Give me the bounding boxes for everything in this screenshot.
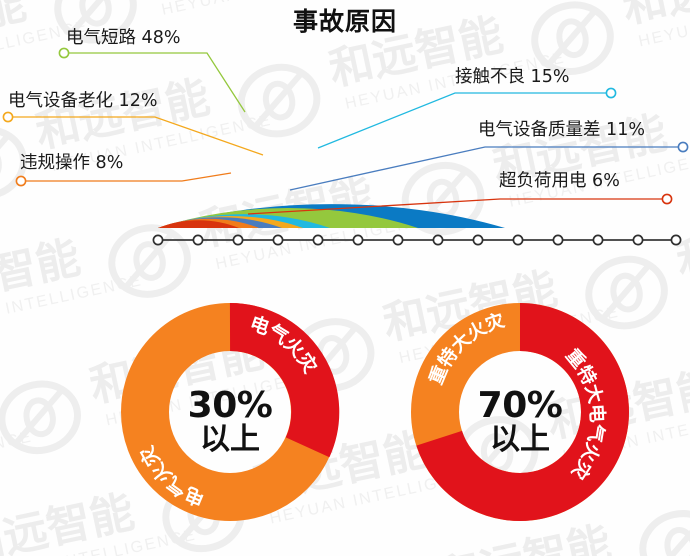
axis-node (472, 234, 484, 246)
nested-semicircle-chart (158, 204, 505, 228)
axis-node (592, 234, 604, 246)
axis-node (670, 234, 682, 246)
callout-label-equipment-aging[interactable]: 电气设备老化 12% (8, 91, 158, 111)
callout-label-electrical-short-circuit[interactable]: 电气短路 48% (66, 28, 181, 48)
axis-node (432, 234, 444, 246)
axis-node (352, 234, 364, 246)
callout-label-poor-equipment-quality[interactable]: 电气设备质量差 11% (478, 120, 645, 140)
donut-left-percent: 30% (187, 385, 273, 426)
leader-poor-equipment-quality (289, 141, 689, 191)
baseline-axis (152, 234, 682, 246)
callout-label-electrical-overload[interactable]: 超负荷用电 6% (499, 171, 620, 191)
axis-node (232, 234, 244, 246)
axis-node (632, 234, 644, 246)
donut-right-center-text: 70% 以上 (440, 385, 600, 457)
donut-left-center-text: 30% 以上 (150, 385, 310, 457)
leader-equipment-aging (2, 111, 264, 156)
callout-label-poor-contact[interactable]: 接触不良 15% (455, 67, 570, 87)
axis-node (552, 234, 564, 246)
axis-node (192, 234, 204, 246)
axis-node (392, 234, 404, 246)
axis-node (152, 234, 164, 246)
callout-label-illegal-operation[interactable]: 违规操作 8% (20, 153, 124, 173)
axis-node (312, 234, 324, 246)
axis-node (272, 234, 284, 246)
donut-left-sublabel: 以上 (200, 421, 260, 457)
donut-right-percent: 70% (477, 385, 563, 426)
leader-illegal-operation (15, 172, 232, 187)
donut-right-sublabel: 以上 (490, 421, 550, 457)
axis-node (512, 234, 524, 246)
